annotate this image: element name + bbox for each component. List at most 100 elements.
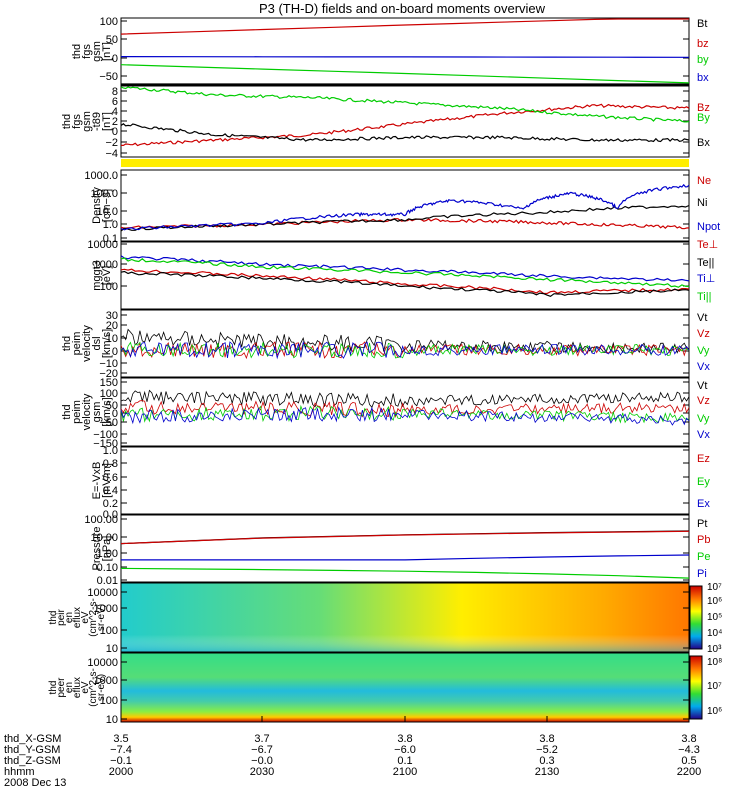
legend-Bz: Bz (697, 102, 710, 114)
y-tick-label: 0.1 (103, 233, 118, 245)
x-x-value: 3.5 (113, 733, 128, 745)
series-pressure-Pi (121, 554, 690, 561)
y-tick-label: 0 (112, 346, 118, 358)
y-tick-label: 1.0 (103, 219, 118, 231)
ion-spectrogram-shade (121, 583, 689, 652)
series-peim_velocity_dsl-Vz (120, 341, 690, 360)
y-tick-label: 0 (112, 408, 118, 420)
colorbar-label: 10⁵ (707, 612, 722, 623)
y-tick-label: 100 (100, 388, 118, 400)
series-peim_velocity_gsm-Vz (120, 400, 690, 419)
series-pressure-Pt (120, 530, 690, 545)
y-axis-title-line: velocity (81, 393, 93, 430)
panel-peir_spec: 10000 1000 100 10 thdpeirenefluxeV(cm^2-s-sr… (48, 582, 722, 655)
series-pressure-Pe (120, 567, 690, 579)
series-density-Ne (120, 218, 690, 230)
legend-Bx: Bx (697, 137, 710, 149)
legend-Ti⊥: Ti⊥ (697, 273, 715, 285)
colorbar-label: 10⁶ (707, 706, 722, 717)
y-tick-label: 0.8 (103, 458, 118, 470)
legend-Pe: Pe (697, 551, 710, 563)
legend-bz: bz (697, 38, 709, 50)
y-axis-title-line: mggt3 (91, 260, 103, 291)
y-tick-label: 150 (100, 377, 118, 389)
y-axis-title-line: [mV/m] (101, 463, 113, 498)
y-tick-label: 4 (112, 106, 118, 118)
y-axis-title-line: thd (48, 611, 59, 625)
colorbar-ion (689, 585, 703, 650)
series-temperature-Te|| (120, 270, 690, 297)
y-tick-label: 0 (112, 53, 118, 65)
x-row-label: thd_Y-GSM (4, 744, 60, 756)
y-tick-label: −100 (93, 429, 118, 441)
y-tick-label: −150 (93, 438, 118, 450)
x-row-label: hhmm (4, 766, 35, 778)
y-tick-label: 10 (106, 333, 118, 345)
legend-Ey: Ey (697, 476, 710, 488)
y-tick-label: 10.00 (90, 532, 118, 544)
y-tick-label: 0.10 (97, 562, 118, 574)
x-y-value: −6.0 (394, 744, 416, 756)
legend-Te⊥: Te⊥ (697, 239, 718, 251)
series-temperature-Te⊥ (120, 268, 690, 295)
legend-Vy: Vy (697, 345, 710, 357)
legend-Ni: Ni (697, 197, 707, 209)
panel-frame (120, 17, 690, 86)
legend-Pb: Pb (697, 534, 710, 546)
series-peim_velocity_gsm-Vx (120, 406, 690, 426)
x-x-value: 3.8 (539, 733, 554, 745)
y-axis-title-line: gsm (81, 111, 93, 132)
y-tick-label: 0.0 (103, 509, 118, 521)
legend-By: By (697, 112, 710, 124)
y-tick-label: −50 (99, 71, 118, 83)
y-axis-title-line: (cm^2-s- (88, 598, 99, 637)
x-row-label: thd_Z-GSM (4, 755, 61, 767)
colorbar-label: 10⁸ (707, 657, 722, 668)
y-axis-title-line: peir (56, 608, 67, 625)
y-axis-title-line: eflux (72, 677, 83, 698)
series-fgs_dtrend-Bz (121, 103, 690, 147)
y-axis-title-line: [eV] (101, 266, 113, 286)
series-peim_velocity_dsl-Vx (120, 340, 690, 360)
panel-frame (120, 446, 690, 515)
series-fgs-bx (120, 55, 690, 58)
y-tick-label: −10 (99, 358, 118, 370)
y-tick-label: −20 (99, 368, 118, 380)
y-tick-label: 6 (112, 96, 118, 108)
panel-peer_spec: 10000 1000 100 10 thdpeerenefluxeV(cm^2-s-sr… (48, 652, 722, 726)
series-pressure-Pb (120, 530, 690, 545)
traces-group (120, 18, 690, 579)
x-y-value: −7.4 (110, 744, 132, 756)
y-axis-title-line: en (64, 682, 75, 693)
y-tick-label: 10.0 (97, 206, 118, 218)
y-tick-label: 1000 (94, 603, 118, 615)
y-axis-title-line: eV (80, 681, 91, 694)
x-x-value: 3.8 (397, 733, 412, 745)
colorbar-label: 10³ (707, 644, 722, 655)
panel-pressure: 100.00 10.00 1.00 0.100.01 Pressure[nPa] Pt Pb… (84, 514, 710, 587)
y-tick-label: 1000 (94, 259, 118, 271)
colorbar-label: 10⁶ (707, 596, 722, 607)
legend-bx: bx (697, 72, 709, 84)
y-axis-title-line: peim (71, 332, 83, 356)
legend-by: by (697, 54, 709, 66)
y-axis-title-line: fgs (71, 114, 83, 129)
legend-Ex: Ex (697, 498, 710, 510)
y-tick-label: 100.00 (84, 514, 118, 526)
series-peim_velocity_gsm-Vt (120, 389, 690, 409)
colorbar-label: 10⁷ (707, 582, 722, 593)
legend-Bt: Bt (697, 18, 707, 30)
y-tick-label: 1000 (94, 675, 118, 687)
panels-group: 100500−50thdfgsgsm[nT]Btbzbybx86420−2−4t… (48, 16, 722, 726)
colorbar-label: 10⁷ (707, 681, 722, 692)
legend-Ne: Ne (697, 175, 711, 187)
y-tick-label: 0.01 (97, 575, 118, 587)
x-hhmm-value: 2030 (250, 766, 274, 778)
y-axis-title-line: -t89 (91, 112, 103, 131)
y-axis-title-line: Density (91, 187, 103, 224)
y-tick-label: 50 (106, 400, 118, 412)
y-tick-label: 10000 (87, 239, 118, 251)
